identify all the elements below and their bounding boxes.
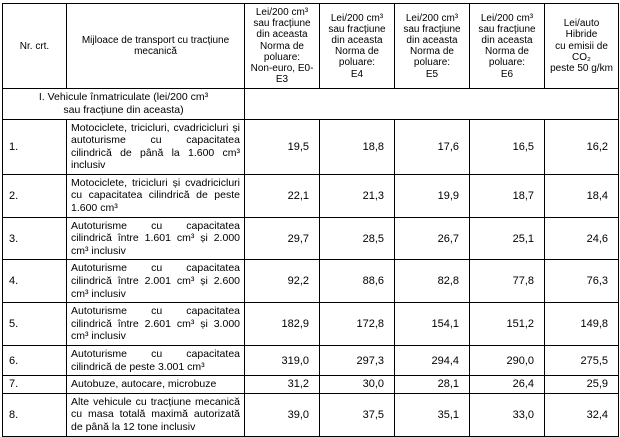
value-cell: 290,0 — [469, 344, 545, 377]
row-number: 4. — [2, 259, 67, 304]
value-cell: 18,8 — [319, 118, 395, 175]
value-cell: 275,5 — [544, 344, 619, 377]
value-cell: 26,7 — [394, 216, 470, 261]
table-row: 2. Motociclete, tricicluri și cvadricicl… — [2, 173, 619, 218]
value-cell: 25,9 — [544, 375, 619, 394]
section-title: I. Vehicule înmatriculate (lei/200 cm³ s… — [2, 88, 245, 120]
value-cell: 28,5 — [319, 216, 395, 261]
row-number: 3. — [2, 216, 67, 261]
header-row: Nr. crt. Mijloace de transport cu tracți… — [2, 2, 619, 90]
value-cell: 22,1 — [244, 173, 320, 218]
row-description: Autoturisme cu capacitatea cilindrică în… — [66, 216, 245, 261]
value-cell: 37,5 — [319, 392, 395, 437]
value-cell: 182,9 — [244, 302, 320, 346]
value-cell: 16,5 — [469, 118, 545, 175]
value-cell: 172,8 — [319, 302, 395, 346]
header-cell-description: Mijloace de transport cu tracțiune mecan… — [66, 2, 245, 90]
row-description: Alte vehicule cu tracțiune mecanică cu m… — [66, 392, 245, 437]
row-number: 5. — [2, 302, 67, 346]
value-cell: 154,1 — [394, 302, 470, 346]
value-cell: 19,9 — [394, 173, 470, 218]
value-cell: 35,1 — [394, 392, 470, 437]
value-cell: 33,0 — [469, 392, 545, 437]
row-description: Motociclete, tricicluri, cvadricicluri ș… — [66, 118, 245, 175]
table-row: 6. Autoturisme cu capacitatea cilindrică… — [2, 344, 619, 377]
row-description: Autobuze, autocare, microbuze — [66, 375, 245, 394]
value-cell: 19,5 — [244, 118, 320, 175]
header-cell-e5: Lei/200 cm³ sau fracțiune din aceasta No… — [394, 2, 470, 90]
value-cell: 29,7 — [244, 216, 320, 261]
value-cell: 76,3 — [544, 259, 619, 304]
section-row: I. Vehicule înmatriculate (lei/200 cm³ s… — [2, 88, 619, 120]
table-row: 3. Autoturisme cu capacitatea cilindrică… — [2, 216, 619, 261]
table-row: 7. Autobuze, autocare, microbuze 31,2 30… — [2, 375, 619, 394]
row-number: 7. — [2, 375, 67, 394]
row-number: 1. — [2, 118, 67, 175]
row-number: 8. — [2, 392, 67, 437]
value-cell: 16,2 — [544, 118, 619, 175]
table-row: 4. Autoturisme cu capacitatea cilindrică… — [2, 259, 619, 304]
table-row: 1. Motociclete, tricicluri, cvadriciclur… — [2, 118, 619, 175]
header-cell-e4: Lei/200 cm³ sau fracțiune din aceasta No… — [319, 2, 395, 90]
value-cell: 24,6 — [544, 216, 619, 261]
value-cell: 88,6 — [319, 259, 395, 304]
table-header: Nr. crt. Mijloace de transport cu tracți… — [2, 2, 619, 90]
value-cell: 92,2 — [244, 259, 320, 304]
value-cell: 21,3 — [319, 173, 395, 218]
header-cell-hybrid: Lei/auto Hibride cu emisii de CO₂ peste … — [544, 2, 619, 90]
row-description: Motociclete, tricicluri și cvadricicluri… — [66, 173, 245, 218]
table-row: 5. Autoturisme cu capacitatea cilindrică… — [2, 302, 619, 346]
row-description: Autoturisme cu capacitatea cilindrică de… — [66, 344, 245, 377]
section-empty-cell — [244, 88, 619, 120]
row-number: 6. — [2, 344, 67, 377]
value-cell: 32,4 — [544, 392, 619, 437]
value-cell: 77,8 — [469, 259, 545, 304]
value-cell: 82,8 — [394, 259, 470, 304]
value-cell: 17,6 — [394, 118, 470, 175]
row-number: 2. — [2, 173, 67, 218]
value-cell: 30,0 — [319, 375, 395, 394]
row-description: Autoturisme cu capacitatea cilindrică în… — [66, 302, 245, 346]
row-description: Autoturisme cu capacitatea cilindrică în… — [66, 259, 245, 304]
value-cell: 28,1 — [394, 375, 470, 394]
value-cell: 297,3 — [319, 344, 395, 377]
value-cell: 26,4 — [469, 375, 545, 394]
header-cell-noneuro: Lei/200 cm³ sau fracțiune din aceasta No… — [244, 2, 320, 90]
table-row: 8. Alte vehicule cu tracțiune mecanică c… — [2, 392, 619, 437]
header-cell-nr: Nr. crt. — [2, 2, 67, 90]
table-body: I. Vehicule înmatriculate (lei/200 cm³ s… — [2, 88, 619, 437]
value-cell: 25,1 — [469, 216, 545, 261]
value-cell: 151,2 — [469, 302, 545, 346]
header-cell-e6: Lei/200 cm³ sau fracțiune din aceasta No… — [469, 2, 545, 90]
value-cell: 294,4 — [394, 344, 470, 377]
value-cell: 39,0 — [244, 392, 320, 437]
value-cell: 319,0 — [244, 344, 320, 377]
value-cell: 18,7 — [469, 173, 545, 218]
value-cell: 31,2 — [244, 375, 320, 394]
value-cell: 18,4 — [544, 173, 619, 218]
value-cell: 149,8 — [544, 302, 619, 346]
